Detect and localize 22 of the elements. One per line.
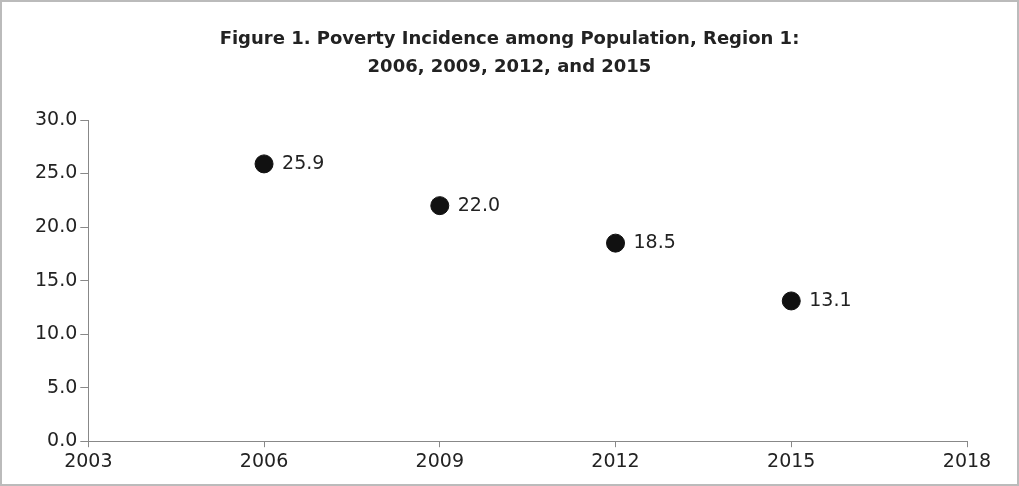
point [606, 233, 626, 253]
x-tick-label: 2018 [942, 448, 992, 471]
y-tick-label: 15.0 [34, 267, 78, 290]
point [781, 291, 801, 311]
point [430, 196, 450, 216]
y-tick-label: 30.0 [34, 106, 78, 129]
data-label: 18.5 [633, 230, 676, 253]
y-tick-label: 25.0 [34, 160, 78, 183]
x-tick-label: 2003 [64, 448, 113, 471]
x-tick-label: 2015 [767, 448, 816, 471]
y-tick-label: 5.0 [47, 374, 78, 397]
y-tick-label: 0.0 [47, 428, 78, 451]
x-tick-label: 2006 [239, 448, 289, 471]
chart-title: Figure 1. Poverty Incidence among Population, Region 1: 2006, 2009, 2012, and 2015 [218, 26, 801, 78]
data-label: 22.0 [457, 192, 501, 215]
y-tick-label: 20.0 [34, 214, 78, 236]
data-label: 25.9 [282, 150, 325, 173]
data-label: 13.1 [809, 287, 852, 310]
y-tick-label: 10.0 [34, 321, 78, 344]
x-tick-label: 2009 [415, 448, 464, 471]
x-tick-label: 2012 [591, 448, 640, 471]
point [254, 154, 274, 174]
